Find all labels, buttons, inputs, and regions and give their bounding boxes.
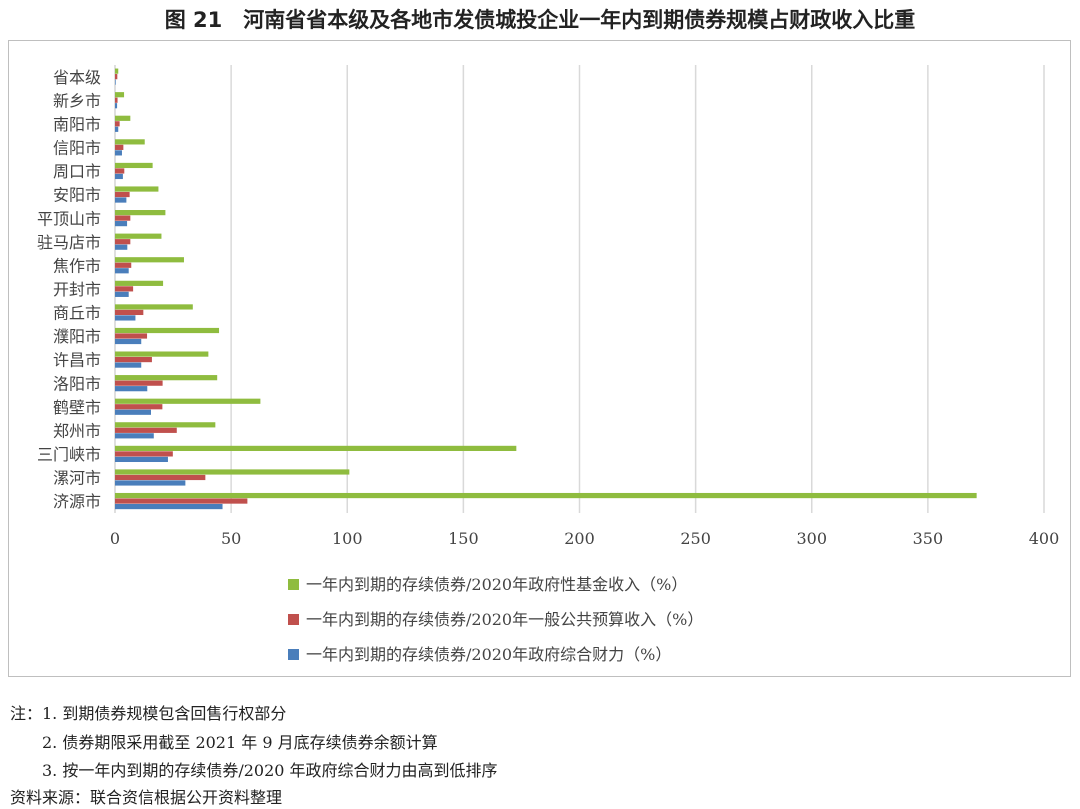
y-category-label: 焦作市 (53, 256, 101, 275)
bar-驻马店市-series-3 (115, 244, 128, 250)
bar-信阳市-series-3 (115, 150, 122, 156)
y-category-label: 周口市 (53, 162, 101, 181)
x-tick-label: 200 (564, 529, 595, 548)
x-tick-label: 400 (1029, 529, 1060, 548)
bar-chart: 0 50 100 150 200 250 300 350 400 省本级新乡市南阳市信阳市周口市安… (37, 65, 1060, 664)
x-tick-label: 250 (680, 529, 711, 548)
y-category-label: 南阳市 (53, 115, 101, 134)
y-category-label: 安阳市 (53, 186, 101, 205)
x-tick-label: 300 (796, 529, 827, 548)
bar-濮阳市-series-1 (115, 327, 220, 334)
y-category-label: 鹤壁市 (53, 398, 101, 417)
y-category-label: 信阳市 (53, 139, 101, 158)
y-category-label: 开封市 (53, 280, 101, 299)
y-category-label: 省本级 (53, 68, 101, 87)
bar-开封市-series-3 (115, 291, 129, 297)
legend-swatch (288, 649, 299, 660)
bar-鹤壁市-series-3 (115, 409, 151, 415)
legend-label: 一年内到期的存续债券/2020年政府综合财力（%） (306, 645, 671, 664)
bar-南阳市-series-2 (115, 121, 120, 127)
bar-漯河市-series-3 (115, 480, 186, 486)
bar-洛阳市-series-1 (115, 375, 218, 381)
source-note: 资料来源：联合资信根据公开资料整理 (10, 788, 283, 807)
bar-信阳市-series-1 (115, 139, 145, 145)
bar-鹤壁市-series-1 (115, 398, 261, 404)
bar-郑州市-series-3 (115, 433, 154, 439)
y-category-label: 平顶山市 (37, 209, 101, 228)
y-category-label: 濮阳市 (53, 327, 101, 346)
bar-济源市-series-3 (115, 503, 223, 510)
bar-开封市-series-1 (115, 280, 164, 286)
bar-开封市-series-2 (115, 286, 134, 292)
bar-许昌市-series-1 (115, 351, 209, 357)
bar-新乡市-series-2 (115, 97, 118, 103)
y-category-label: 新乡市 (53, 91, 101, 110)
bar-新乡市-series-3 (115, 103, 118, 109)
bar-安阳市-series-1 (115, 186, 159, 192)
y-category-label: 郑州市 (53, 421, 101, 440)
bar-周口市-series-3 (115, 173, 123, 180)
bar-许昌市-series-2 (115, 356, 152, 363)
bar-省本级-series-1 (115, 68, 119, 74)
x-tick-label: 50 (221, 529, 241, 548)
legend-swatch (288, 579, 299, 590)
legend-swatch (288, 614, 299, 625)
bar-新乡市-series-1 (115, 92, 125, 98)
note-1: 注：1. 到期债券规模包含回售行权部分 (10, 704, 287, 723)
bar-安阳市-series-3 (115, 197, 127, 203)
bar-许昌市-series-3 (115, 362, 142, 368)
bar-漯河市-series-1 (115, 469, 350, 475)
bar-洛阳市-series-2 (115, 380, 163, 386)
bar-三门峡市-series-3 (115, 456, 168, 463)
y-category-label: 三门峡市 (37, 445, 101, 464)
bar-濮阳市-series-3 (115, 338, 142, 345)
bar-南阳市-series-1 (115, 115, 131, 121)
bar-郑州市-series-1 (115, 422, 216, 428)
bar-洛阳市-series-3 (115, 386, 148, 392)
bar-周口市-series-2 (115, 168, 125, 174)
bar-三门峡市-series-1 (115, 445, 517, 452)
note-3: 3. 按一年内到期的存续债券/2020 年政府综合财力由高到低排序 (10, 761, 498, 780)
bar-鹤壁市-series-2 (115, 404, 163, 410)
bar-省本级-series-3 (115, 79, 116, 85)
x-tick-label: 350 (913, 529, 944, 548)
bar-郑州市-series-2 (115, 427, 177, 433)
bar-平顶山市-series-2 (115, 215, 131, 221)
bar-平顶山市-series-1 (115, 210, 166, 216)
y-category-label: 济源市 (53, 492, 101, 511)
chart-frame: 0 50 100 150 200 250 300 350 400 省本级新乡市南阳市信阳市周口市安… (8, 40, 1071, 677)
bar-信阳市-series-2 (115, 144, 124, 150)
bar-周口市-series-1 (115, 162, 153, 169)
y-category-label: 驻马店市 (37, 233, 101, 252)
bar-省本级-series-2 (115, 74, 118, 80)
y-category-label: 洛阳市 (53, 374, 101, 393)
bar-商丘市-series-2 (115, 309, 144, 316)
bar-焦作市-series-3 (115, 268, 129, 274)
legend-label: 一年内到期的存续债券/2020年政府性基金收入（%） (306, 575, 687, 594)
bar-濮阳市-series-2 (115, 333, 148, 339)
bar-平顶山市-series-3 (115, 221, 128, 227)
x-tick-label: 0 (110, 529, 120, 548)
bar-安阳市-series-2 (115, 191, 130, 198)
x-tick-label: 150 (448, 529, 479, 548)
bar-商丘市-series-1 (115, 304, 193, 310)
y-category-label: 漯河市 (53, 469, 101, 488)
note-2: 2. 债券期限采用截至 2021 年 9 月底存续债券余额计算 (10, 733, 438, 752)
bar-南阳市-series-3 (115, 126, 119, 132)
y-category-label: 许昌市 (53, 351, 101, 370)
bar-驻马店市-series-1 (115, 233, 162, 239)
bar-济源市-series-1 (115, 492, 977, 499)
bar-济源市-series-2 (115, 498, 248, 504)
bar-驻马店市-series-2 (115, 239, 131, 245)
legend-label: 一年内到期的存续债券/2020年一般公共预算收入（%） (306, 610, 703, 629)
y-category-label: 商丘市 (53, 304, 101, 323)
bar-三门峡市-series-2 (115, 451, 173, 457)
x-tick-label: 100 (332, 529, 363, 548)
chart-title: 图 21 河南省省本级及各地市发债城投企业一年内到期债券规模占财政收入比重 (164, 8, 916, 32)
bar-焦作市-series-2 (115, 262, 132, 268)
bar-漯河市-series-2 (115, 474, 206, 481)
bar-焦作市-series-1 (115, 257, 184, 263)
bar-商丘市-series-3 (115, 315, 136, 321)
